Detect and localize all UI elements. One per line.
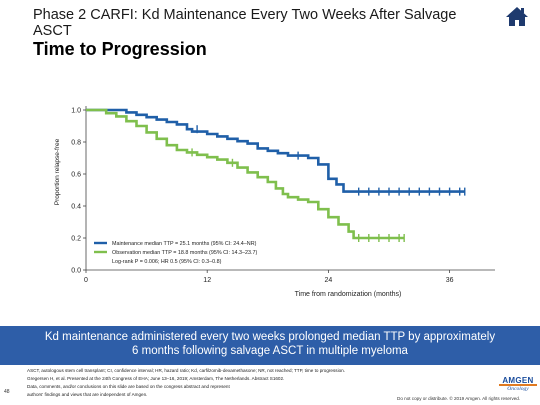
- x-tick-label: 36: [446, 277, 454, 284]
- y-tick-label: 0.8: [71, 140, 81, 147]
- series-line-1: [86, 108, 465, 193]
- logo-bar: [499, 384, 537, 386]
- series-line-2: [86, 108, 405, 240]
- x-tick-label: 12: [203, 277, 211, 284]
- y-tick-label: 1.0: [71, 108, 81, 115]
- y-tick-label: 0.2: [71, 236, 81, 243]
- banner-line1: Kd maintenance administered every two we…: [44, 331, 496, 343]
- footnote-line1: ASCT, autologous stem cell transplant; C…: [27, 368, 345, 373]
- footnote: ASCT, autologous stem cell transplant; C…: [27, 367, 407, 399]
- legend-label-2: Observation median TTP = 18.8 months (95…: [112, 250, 257, 256]
- y-tick-label: 0.0: [71, 268, 81, 275]
- key-message-banner: Kd maintenance administered every two we…: [0, 326, 540, 365]
- slide-title-line1: Phase 2 CARFI: Kd Maintenance Every Two …: [33, 7, 457, 39]
- home-icon[interactable]: [505, 5, 529, 27]
- chart-annotation: Log-rank P = 0.006; HR 0.5 (95% CI: 0.3–…: [112, 259, 222, 265]
- footnote-line4: authors' findings and views that are ind…: [27, 392, 148, 397]
- footnote-line3: Data, comments, and/or conclusions on th…: [27, 384, 230, 389]
- slide-title: Time to Progression: [33, 39, 207, 59]
- page-number: 48: [4, 389, 10, 395]
- km-chart: 0.0 0.2 0.4 0.6 0.8 1.0 0 12 24 36 Time from rando…: [54, 106, 495, 298]
- y-tick-label: 0.6: [71, 172, 81, 179]
- y-axis-label: Proportion relapse-free: [54, 138, 61, 205]
- x-axis-label: Time from randomization (months): [295, 291, 402, 298]
- legend-label-1: Maintenance median TTP = 25.1 months (95…: [112, 241, 257, 247]
- logo-sub: Oncology: [507, 386, 529, 392]
- x-tick-label: 0: [84, 277, 88, 284]
- banner-line2: 6 months following salvage ASCT in multi…: [132, 345, 408, 357]
- amgen-logo: AMGEN Oncology: [499, 376, 537, 398]
- x-tick-label: 24: [325, 277, 333, 284]
- footnote-line2: Gregersen H, et al. Presented at the 24t…: [27, 376, 285, 381]
- y-tick-label: 0.4: [71, 204, 81, 211]
- logo-word: AMGEN: [502, 376, 534, 385]
- copyright: Do not copy or distribute. © 2019 Amgen.…: [397, 396, 521, 401]
